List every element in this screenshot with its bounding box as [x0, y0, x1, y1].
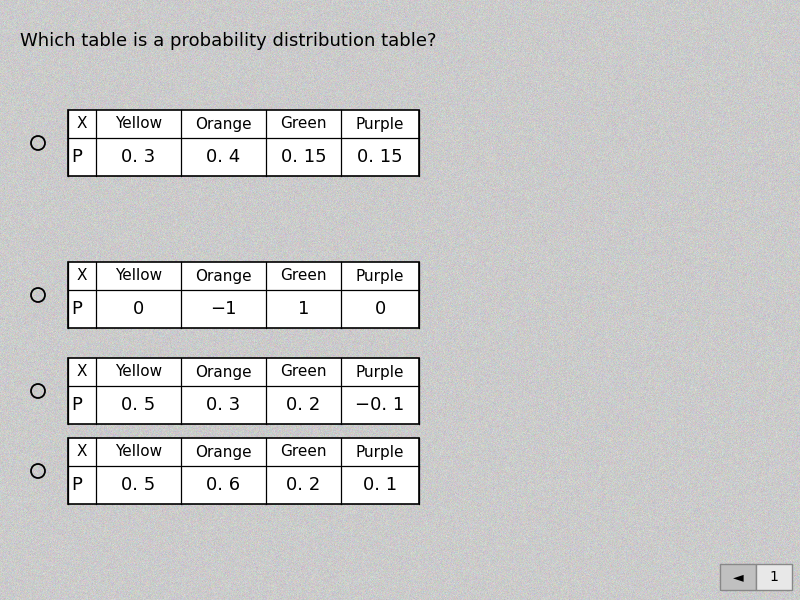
Text: Yellow: Yellow [115, 445, 162, 460]
Text: Orange: Orange [195, 116, 252, 131]
Text: Green: Green [280, 445, 326, 460]
Text: 0. 2: 0. 2 [286, 396, 321, 414]
Text: Orange: Orange [195, 364, 252, 379]
Text: 0. 15: 0. 15 [357, 148, 403, 166]
Text: 0. 5: 0. 5 [122, 476, 156, 494]
Text: P: P [71, 476, 82, 494]
Text: 1: 1 [770, 570, 778, 584]
Text: −0. 1: −0. 1 [355, 396, 405, 414]
Bar [68, 438, 419, 504]
Text: P: P [71, 396, 82, 414]
Text: Yellow: Yellow [115, 269, 162, 283]
Text: Yellow: Yellow [115, 364, 162, 379]
Text: Purple: Purple [356, 269, 404, 283]
Text: 1: 1 [298, 300, 309, 318]
Text: Green: Green [280, 269, 326, 283]
Text: 0. 15: 0. 15 [281, 148, 326, 166]
Bar [68, 262, 419, 328]
Text: 0. 1: 0. 1 [363, 476, 397, 494]
Text: 0: 0 [133, 300, 144, 318]
Text: 0. 5: 0. 5 [122, 396, 156, 414]
Text: 0. 3: 0. 3 [122, 148, 156, 166]
Text: 0: 0 [374, 300, 386, 318]
Text: Green: Green [280, 116, 326, 131]
Text: Purple: Purple [356, 445, 404, 460]
Text: ◄: ◄ [733, 570, 743, 584]
Text: Purple: Purple [356, 116, 404, 131]
Text: Orange: Orange [195, 445, 252, 460]
Text: Which table is a probability distribution table?: Which table is a probability distributio… [20, 32, 437, 50]
Text: −1: −1 [210, 300, 237, 318]
Bar [68, 358, 419, 424]
Text: 0. 3: 0. 3 [206, 396, 241, 414]
Text: X: X [77, 364, 87, 379]
Text: 0. 6: 0. 6 [206, 476, 241, 494]
Text: Purple: Purple [356, 364, 404, 379]
Bar [720, 564, 756, 590]
Text: Orange: Orange [195, 269, 252, 283]
Text: 0. 2: 0. 2 [286, 476, 321, 494]
Text: X: X [77, 116, 87, 131]
Bar [756, 564, 792, 590]
Text: X: X [77, 445, 87, 460]
Text: P: P [71, 148, 82, 166]
Text: Green: Green [280, 364, 326, 379]
Text: X: X [77, 269, 87, 283]
Bar [68, 110, 419, 176]
Text: 0. 4: 0. 4 [206, 148, 241, 166]
Text: Yellow: Yellow [115, 116, 162, 131]
Text: P: P [71, 300, 82, 318]
